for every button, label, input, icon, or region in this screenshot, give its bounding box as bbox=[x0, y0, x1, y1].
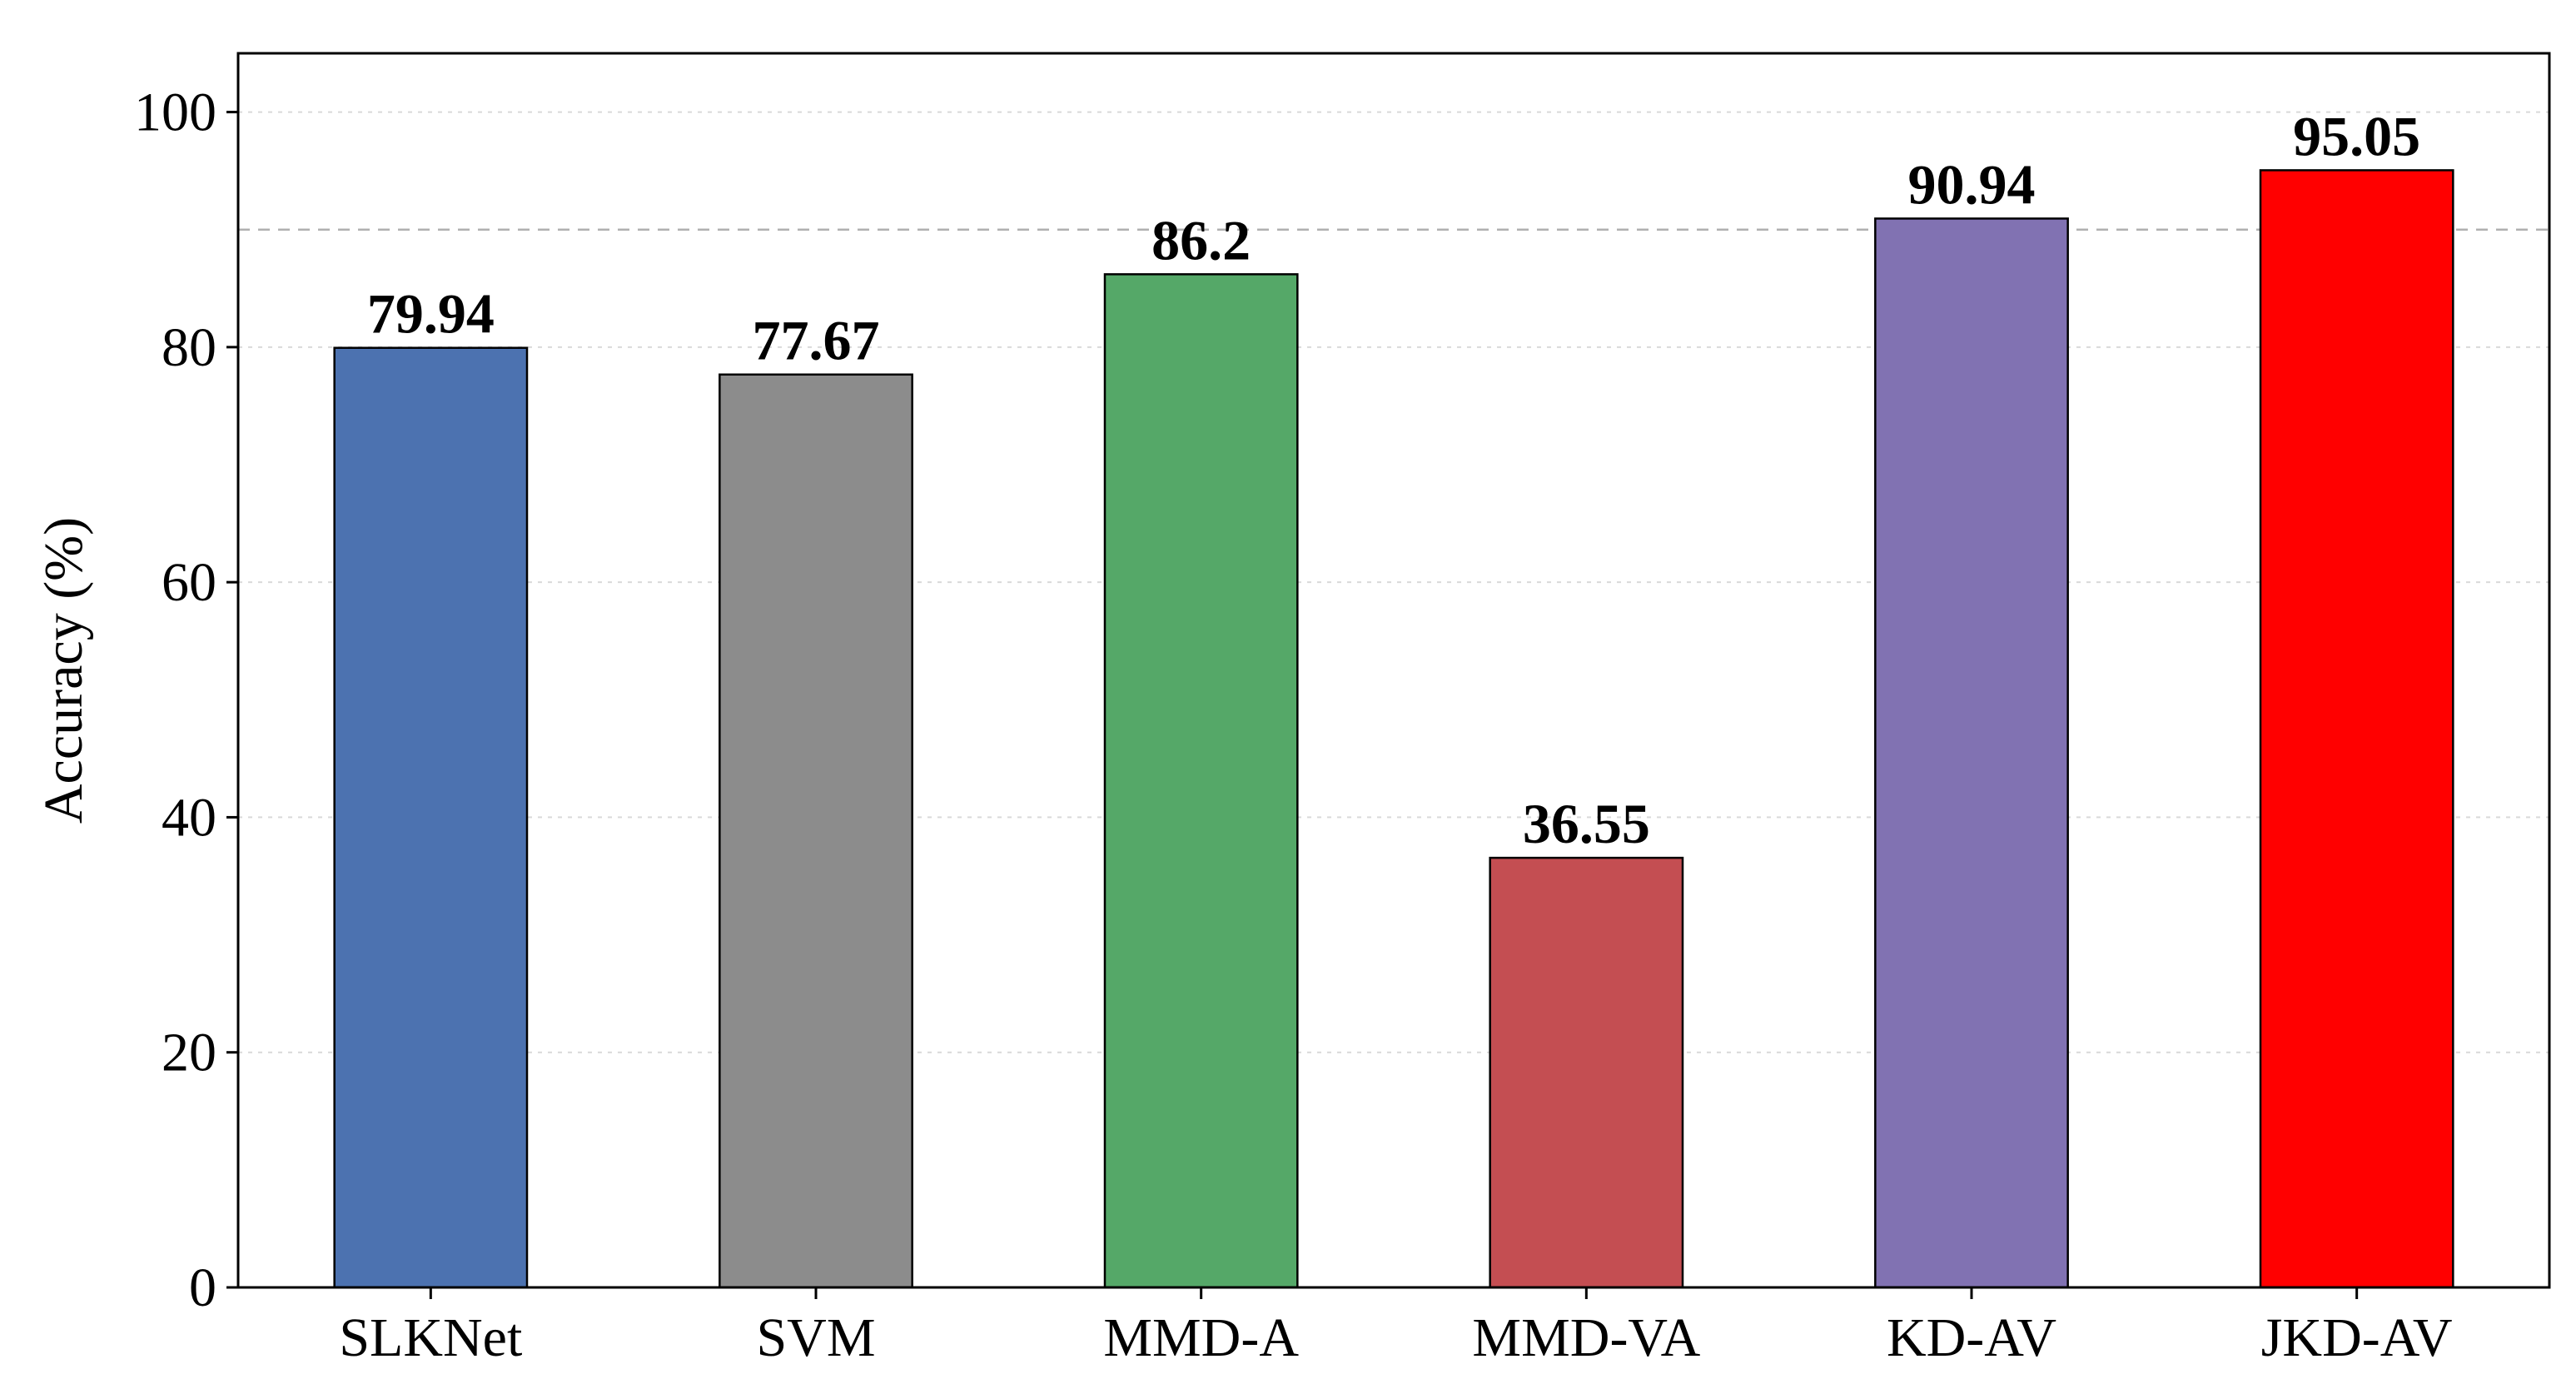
bar-value-label: 86.2 bbox=[1151, 208, 1251, 271]
bar-svm bbox=[719, 373, 913, 1289]
plot-frame bbox=[236, 52, 2551, 1289]
x-tick-label: SVM bbox=[756, 1307, 875, 1368]
x-tick-label: SLKNet bbox=[339, 1307, 522, 1368]
bar-value-label: 95.05 bbox=[2293, 104, 2420, 167]
x-tick-label: KD-AV bbox=[1887, 1307, 2056, 1368]
y-tick-label: 60 bbox=[162, 552, 216, 613]
x-tick-label: JKD-AV bbox=[2261, 1307, 2453, 1368]
bar-mmd-va bbox=[1489, 856, 1684, 1289]
x-tick-label: MMD-A bbox=[1103, 1307, 1299, 1368]
y-tick-label: 0 bbox=[189, 1257, 216, 1318]
y-tick-label: 20 bbox=[162, 1023, 216, 1083]
y-tick-label: 40 bbox=[162, 787, 216, 848]
bar-mmd-a bbox=[1103, 273, 1299, 1289]
x-axis-ticks: SLKNet SVM MMD-A MMD-VA KD-AV JKD-AV bbox=[339, 1287, 2453, 1368]
bar-kd-av bbox=[1874, 217, 2069, 1289]
bar-value-label: 90.94 bbox=[1908, 152, 2036, 216]
bar-value-label: 77.67 bbox=[753, 309, 880, 372]
bar-value-label: 36.55 bbox=[1523, 792, 1650, 855]
y-axis-ticks: 0 20 40 60 80 100 bbox=[134, 82, 238, 1318]
y-axis-label: Accuracy (%) bbox=[33, 517, 94, 824]
bar-value-label: 79.94 bbox=[367, 282, 495, 346]
x-tick-label: MMD-VA bbox=[1472, 1307, 1700, 1368]
y-tick-label: 80 bbox=[162, 317, 216, 378]
bars bbox=[333, 169, 2454, 1289]
bar-slknet bbox=[333, 346, 529, 1289]
bar-jkd-av bbox=[2259, 169, 2454, 1289]
bar-value-labels: 79.94 77.67 86.2 36.55 90.94 95.05 bbox=[367, 104, 2420, 855]
y-tick-label: 100 bbox=[134, 82, 216, 143]
